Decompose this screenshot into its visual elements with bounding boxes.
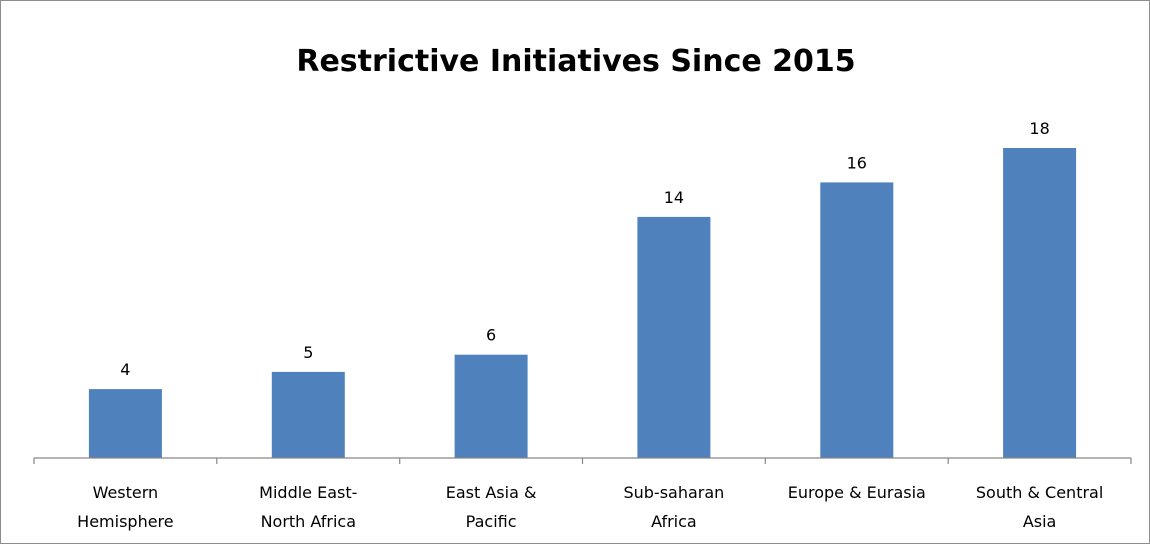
bar-1 — [271, 371, 345, 458]
x-tick-label-2-line-0: East Asia & — [446, 483, 537, 502]
x-tick-label-5-line-1: Asia — [1023, 512, 1057, 531]
x-tick-label-0-line-0: Western — [93, 483, 159, 502]
data-label-0: 4 — [120, 360, 130, 379]
data-label-5: 18 — [1029, 119, 1049, 138]
x-tick-label-5-line-0: South & Central — [976, 483, 1103, 502]
data-labels-group: 4 5 6 14 16 18 — [120, 119, 1049, 379]
x-tick-label-1-line-1: North Africa — [261, 512, 356, 531]
data-label-3: 14 — [664, 188, 684, 207]
bar-5 — [1003, 148, 1077, 458]
x-axis — [33, 457, 1132, 464]
x-tick-label-3-line-1: Africa — [651, 512, 697, 531]
bar-3 — [637, 216, 711, 458]
bar-2 — [454, 354, 528, 458]
data-label-1: 5 — [303, 343, 313, 362]
x-tick-labels-group: Western Hemisphere Middle East- North Afric… — [77, 483, 1103, 531]
bar-0 — [88, 389, 162, 458]
x-tick-label-1-line-0: Middle East- — [259, 483, 357, 502]
x-tick-label-2-line-1: Pacific — [466, 512, 517, 531]
x-tick-label-3-line-0: Sub-saharan — [623, 483, 724, 502]
bar-4 — [820, 182, 894, 458]
data-label-4: 16 — [847, 153, 867, 172]
x-tick-label-4-line-0: Europe & Eurasia — [788, 483, 926, 502]
x-tick-label-0-line-1: Hemisphere — [77, 512, 173, 531]
data-label-2: 6 — [486, 326, 496, 345]
bars-group — [88, 148, 1077, 458]
chart-title: Restrictive Initiatives Since 2015 — [296, 44, 855, 79]
